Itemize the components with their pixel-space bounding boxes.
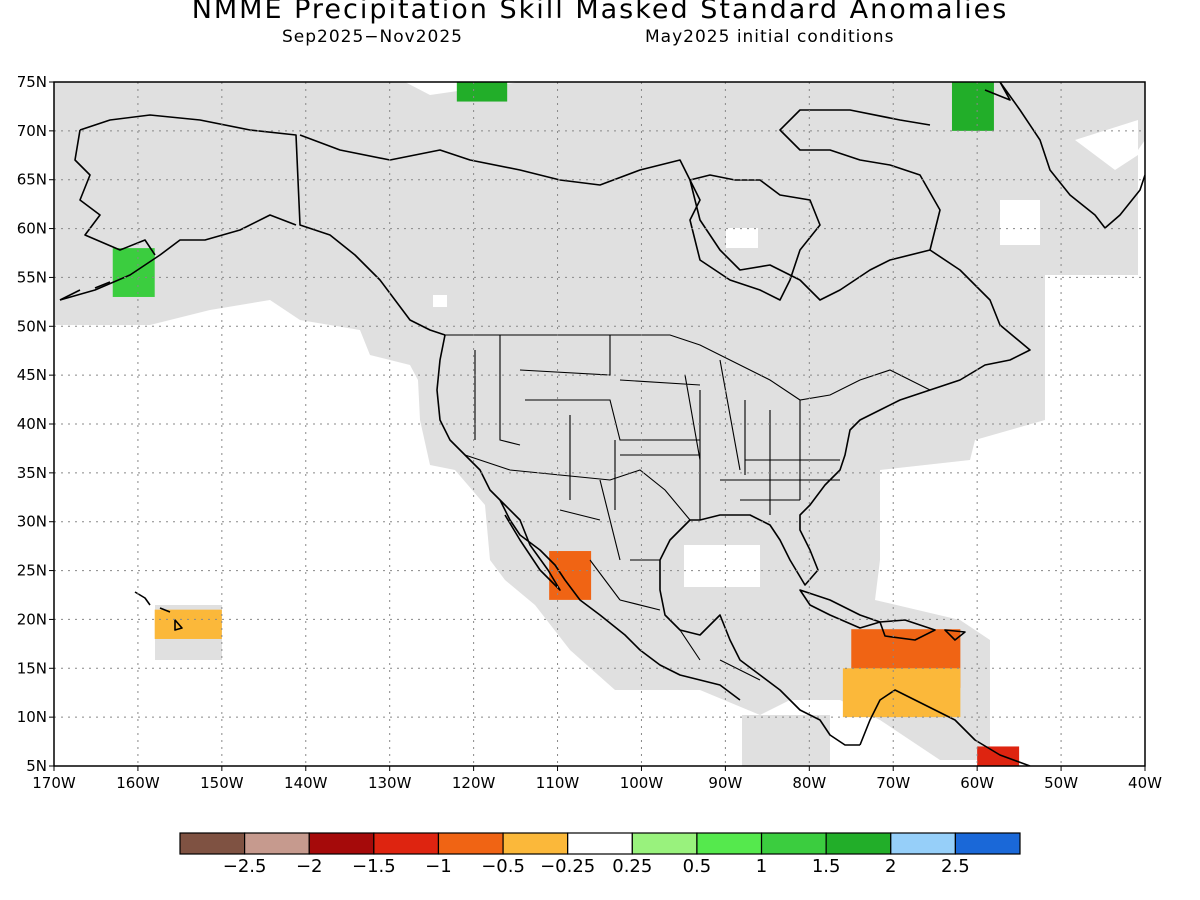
colorbar-label: −1 xyxy=(425,856,452,877)
x-tick-label: 80W xyxy=(792,774,826,792)
anomaly-hawaii xyxy=(154,609,222,639)
y-tick-label: 65N xyxy=(17,171,47,189)
colorbar-label: −1.5 xyxy=(351,856,396,877)
y-tick-label: 40N xyxy=(17,415,47,433)
y-tick-label: 5N xyxy=(26,757,47,775)
south-america-coast xyxy=(859,689,1031,766)
us-mexico-border xyxy=(464,454,691,521)
colorbar-swatch xyxy=(373,832,440,855)
x-tick-label: 170W xyxy=(32,774,76,792)
colorbar-swatch xyxy=(567,832,633,855)
colorbar xyxy=(179,832,1021,855)
caribbean-mask xyxy=(742,715,830,766)
colorbar-label: 0.5 xyxy=(682,856,712,877)
colorbar-label: −0.25 xyxy=(540,856,596,877)
colorbar-swatch xyxy=(696,832,763,855)
west-coast xyxy=(436,334,741,701)
mask-holes xyxy=(433,120,1138,587)
y-tick-label: 15N xyxy=(17,659,47,677)
colorbar-swatch xyxy=(502,832,569,855)
aleutians xyxy=(59,281,111,301)
x-tick-label: 160W xyxy=(116,774,160,792)
puerto-rico xyxy=(944,629,966,641)
x-tick-label: 60W xyxy=(960,774,994,792)
x-tick-label: 70W xyxy=(876,774,910,792)
x-tick-label: 120W xyxy=(452,774,496,792)
anomaly-greenland-south xyxy=(951,82,994,131)
x-tick-label: 40W xyxy=(1128,774,1162,792)
x-tick-label: 130W xyxy=(368,774,412,792)
canada-arctic-coast xyxy=(299,109,941,301)
colorbar-label: 1 xyxy=(755,856,768,877)
political-borders xyxy=(445,334,931,681)
x-tick-label: 100W xyxy=(620,774,664,792)
init-conditions-label: May2025 initial conditions xyxy=(645,27,895,47)
x-tick-label: 90W xyxy=(708,774,742,792)
y-tick-label: 25N xyxy=(17,562,47,580)
colorbar-label: −0.5 xyxy=(481,856,525,877)
colorbar-swatch xyxy=(890,832,956,855)
y-tick-label: 30N xyxy=(17,513,47,531)
colorbar-swatch xyxy=(308,832,375,855)
colorbar-label: −2 xyxy=(295,856,323,877)
us-states xyxy=(474,335,840,520)
greenland-coast xyxy=(984,82,1145,229)
x-tick-label: 50W xyxy=(1044,774,1078,792)
x-tick-label: 140W xyxy=(284,774,328,792)
y-tick-label: 35N xyxy=(17,464,47,482)
anomaly-western-mexico xyxy=(549,551,592,600)
colorbar-swatch xyxy=(437,832,504,855)
y-tick-label: 60N xyxy=(17,220,47,238)
colorbar-swatch xyxy=(760,832,827,855)
y-tick-label: 75N xyxy=(17,73,47,91)
colorbar-label: 0.25 xyxy=(612,856,653,877)
x-tick-label: 150W xyxy=(200,774,244,792)
colorbar-label: −2.5 xyxy=(222,856,267,877)
cuba xyxy=(799,589,881,629)
y-tick-label: 10N xyxy=(17,708,47,726)
colorbar-swatch xyxy=(244,832,310,855)
y-tick-label: 70N xyxy=(17,122,47,140)
colorbar-swatch xyxy=(631,832,698,855)
y-tick-label: 20N xyxy=(17,610,47,628)
map-plot-area xyxy=(54,82,1145,766)
axis-ticks: 170W 160W 150W 140W 130W 120W 110W 100W 90W 80W 70… xyxy=(17,73,1162,792)
y-tick-label: 55N xyxy=(17,268,47,286)
colorbar-swatch xyxy=(179,832,246,855)
east-coast xyxy=(659,249,1031,746)
colorbar-label: 2.5 xyxy=(941,856,970,877)
colorbar-swatch xyxy=(954,832,1021,855)
y-tick-label: 45N xyxy=(17,366,47,384)
anomaly-arctic-canada xyxy=(456,82,508,102)
colorbar-label: 1.5 xyxy=(811,856,841,877)
map-gridlines xyxy=(54,82,1145,766)
colorbar-label: 2 xyxy=(885,856,897,877)
hispaniola xyxy=(879,619,936,641)
season-label: Sep2025−Nov2025 xyxy=(282,27,463,47)
north-america-mask xyxy=(54,82,1145,760)
colorbar-swatch xyxy=(825,832,892,855)
mexico-states xyxy=(559,479,761,681)
alaska-coast xyxy=(59,114,446,336)
y-tick-label: 50N xyxy=(17,317,47,335)
chart-title: NMME Precipitation Skill Masked Standard… xyxy=(191,0,1009,25)
anomaly-venezuela-guyana xyxy=(977,746,1020,766)
x-tick-label: 110W xyxy=(536,774,580,792)
